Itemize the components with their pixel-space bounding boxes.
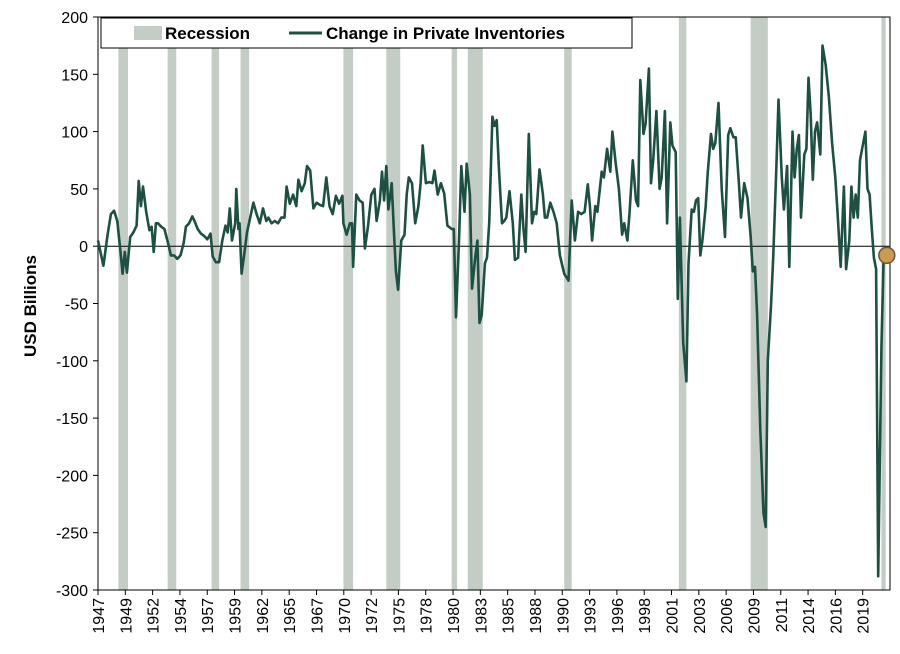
y-tick-label: -150 <box>56 411 88 428</box>
x-tick-label: 1965 <box>282 598 299 634</box>
y-tick-label: -300 <box>56 583 88 600</box>
recession-band <box>118 17 129 590</box>
recession-band <box>750 17 768 590</box>
y-tick-label: -50 <box>65 297 88 314</box>
x-tick-label: 1998 <box>637 598 654 634</box>
x-tick-label: 1980 <box>446 598 463 634</box>
x-tick-label: 1967 <box>309 598 326 634</box>
legend-recession-label: Recession <box>165 24 250 43</box>
x-tick-label: 1962 <box>255 598 272 634</box>
latest-point-marker <box>878 246 896 265</box>
x-tick-label: 2006 <box>719 598 736 634</box>
series-layer <box>96 44 896 578</box>
recession-band <box>240 17 250 590</box>
series-line-inventories <box>96 44 888 578</box>
x-tick-label: 2016 <box>828 598 845 634</box>
x-tick-label: 1978 <box>419 598 436 634</box>
recession-band <box>343 17 354 590</box>
y-tick-label: -100 <box>56 354 88 371</box>
y-tick-label: -250 <box>56 526 88 543</box>
x-tick-label: 1996 <box>610 598 627 634</box>
legend-box <box>100 17 633 49</box>
recession-band <box>167 17 177 590</box>
x-tick-label: 1949 <box>118 598 135 634</box>
x-tick-label: 2014 <box>801 598 818 634</box>
x-tick-label: 1975 <box>391 598 408 634</box>
x-tick-label: 1993 <box>583 598 600 634</box>
x-tick-labels: 1947 1949 1952 1954 1957 1959 1962 1965 1967 1970… <box>91 590 873 634</box>
y-tick-label: 150 <box>61 67 88 84</box>
x-tick-label: 2003 <box>692 598 709 634</box>
y-axis-title: USD Billions <box>21 255 40 357</box>
y-tick-label: 100 <box>61 125 88 142</box>
x-tick-label: 1972 <box>364 598 381 634</box>
x-tick-label: 1988 <box>528 598 545 634</box>
recession-band <box>211 17 220 590</box>
x-tick-label: 1990 <box>555 598 572 634</box>
x-tick-label: 1959 <box>228 598 245 634</box>
recession-band <box>386 17 401 590</box>
x-tick-label: 1985 <box>501 598 518 634</box>
y-tick-labels: 200 150 100 50 0 -50 -100 -150 -200 -250 -300 <box>56 10 98 600</box>
y-tick-label: 50 <box>70 182 88 199</box>
legend-recession-swatch <box>134 26 162 40</box>
x-tick-label: 2009 <box>746 598 763 634</box>
x-tick-label: 1957 <box>200 598 217 634</box>
x-tick-label: 1952 <box>146 598 163 634</box>
x-tick-label: 2001 <box>665 598 682 634</box>
recession-band <box>451 17 458 590</box>
x-tick-label: 1954 <box>173 598 190 634</box>
recession-band <box>467 17 483 590</box>
x-tick-label: 1983 <box>473 598 490 634</box>
x-tick-label: 1947 <box>91 598 108 634</box>
recession-band <box>564 17 572 590</box>
x-tick-label: 2019 <box>856 598 873 634</box>
y-tick-label: 200 <box>61 10 88 27</box>
legend: Recession Change in Private Inventories <box>100 17 633 49</box>
x-tick-label: 2011 <box>774 598 791 633</box>
x-tick-label: 1970 <box>337 598 354 634</box>
legend-series-label: Change in Private Inventories <box>326 24 565 43</box>
y-tick-label: -200 <box>56 468 88 485</box>
y-tick-label: 0 <box>79 239 88 256</box>
